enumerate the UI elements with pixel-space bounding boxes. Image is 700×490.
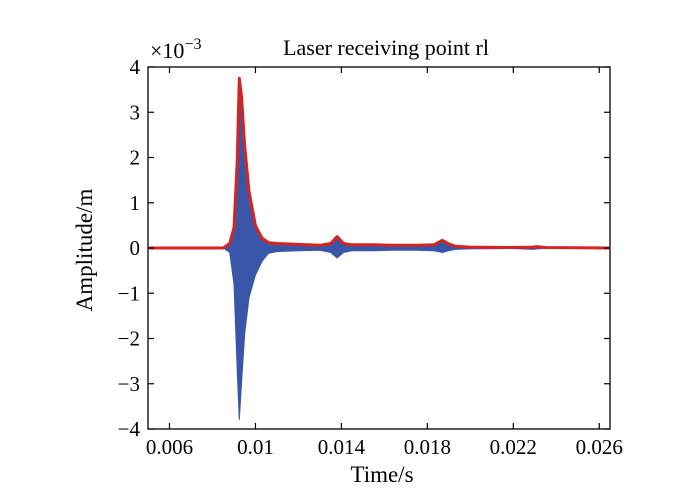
y-exponent-base: ×10: [150, 38, 184, 63]
y-tick-label: −2: [118, 327, 140, 351]
y-tick-label: 4: [130, 55, 141, 79]
x-tick-label: 0.014: [318, 435, 366, 459]
y-tick-label: −1: [118, 281, 140, 305]
axes: 0.006 0.01 0.014 0.018 0.022 0.026 4 3 2 1 0 −1 −2 −3…: [118, 55, 623, 459]
y-exponent-power: −3: [184, 36, 201, 53]
x-tick-label: 0.006: [146, 435, 193, 459]
x-tick-label: 0.018: [404, 435, 451, 459]
y-tick-label: 3: [130, 100, 141, 124]
y-tick-label: 2: [130, 146, 141, 170]
x-tick-label: 0.026: [576, 435, 623, 459]
y-tick-label: 0: [130, 236, 141, 260]
y-axis-label: Amplitude/m: [72, 189, 97, 312]
y-exponent-label: ×10−3: [150, 36, 201, 63]
envelope-series: [148, 76, 611, 250]
chart-title: Laser receiving point rl: [283, 35, 489, 60]
x-axis-label: Time/s: [350, 462, 413, 487]
y-tick-label: −3: [118, 372, 140, 396]
y-tick-label: −4: [118, 417, 141, 441]
y-tick-label: 1: [130, 191, 141, 215]
plot-area: [147, 66, 611, 430]
x-tick-label: 0.022: [490, 435, 537, 459]
x-tick-label: 0.01: [237, 435, 274, 459]
